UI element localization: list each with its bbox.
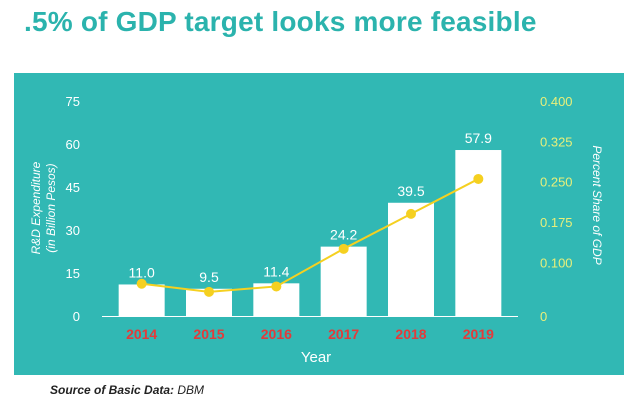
- bar-value-label: 57.9: [465, 130, 492, 146]
- y2-axis-title: Percent Share of GDP: [590, 145, 604, 264]
- bar-value-label: 11.0: [129, 264, 155, 280]
- x-tick-label: 2017: [328, 326, 359, 342]
- y2-tick-label: 0.325: [540, 134, 573, 149]
- share-point: [338, 243, 349, 254]
- bar: [118, 284, 165, 316]
- x-tick-label: 2019: [463, 326, 494, 342]
- source-label: Source of Basic Data: [50, 383, 171, 397]
- y-axis-subtitle: (in Billion Pesos): [44, 163, 58, 252]
- share-point: [136, 278, 147, 289]
- y-tick-label: 60: [66, 137, 80, 152]
- y2-tick-label: 0.100: [540, 255, 573, 270]
- bar-value-label: 24.2: [330, 227, 357, 243]
- y-tick-label: 0: [73, 309, 80, 324]
- y-axis-title: R&D Expenditure: [29, 161, 43, 254]
- y-tick-label: 45: [66, 180, 80, 195]
- chart-panel: [14, 73, 624, 375]
- share-line: [141, 178, 479, 293]
- x-tick-label: 2018: [395, 326, 426, 342]
- chart-title: .5% of GDP target looks more feasible: [24, 6, 537, 37]
- bar-value-label: 39.5: [397, 183, 424, 199]
- share-point: [271, 281, 282, 292]
- y-tick-label: 30: [66, 223, 80, 238]
- x-tick-label: 2015: [193, 326, 224, 342]
- y-tick-label: 75: [66, 94, 80, 109]
- y2-tick-label: 0.250: [540, 175, 573, 190]
- bar-value-label: 11.4: [263, 263, 289, 279]
- y2-tick-label: 0.400: [540, 94, 573, 109]
- x-axis-title: Year: [301, 349, 331, 366]
- source-note: Source of Basic Data: DBM: [50, 383, 205, 397]
- x-tick-label: 2016: [261, 326, 292, 342]
- y2-tick-label: 0: [540, 309, 547, 324]
- share-point: [204, 286, 214, 297]
- bar-value-label: 9.5: [199, 269, 219, 285]
- share-point: [406, 208, 416, 219]
- share-point: [473, 173, 484, 184]
- y-tick-label: 15: [66, 266, 80, 281]
- y2-tick-label: 0.175: [540, 215, 573, 230]
- bar: [388, 202, 434, 316]
- x-tick-label: 2014: [126, 326, 157, 342]
- source-value: DBM: [177, 383, 205, 397]
